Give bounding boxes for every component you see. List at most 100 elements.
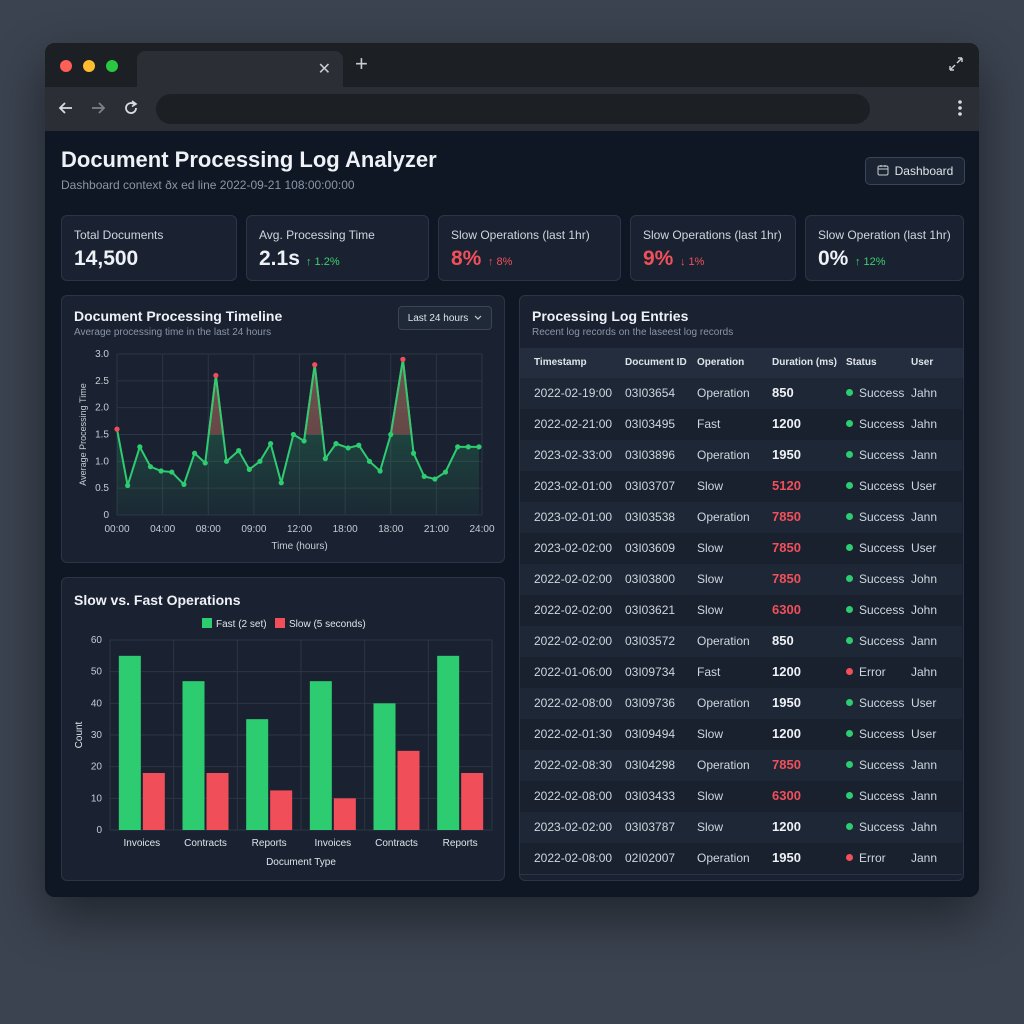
column-header-document-id[interactable]: Document ID (625, 357, 687, 368)
cell-id: 03I03433 (625, 789, 676, 803)
legend-label: Fast (2 set) (216, 619, 267, 630)
x-tick-label: 18:00 (378, 524, 403, 535)
cell-user: Jann (911, 758, 938, 772)
address-bar[interactable] (156, 94, 870, 124)
table-row[interactable]: 2023-02-02:00 03I03787 Slow 1200 Success Jahn (520, 812, 962, 844)
browser-tab[interactable]: ✕ (137, 51, 343, 87)
x-tick-label: 04:00 (150, 524, 175, 535)
status-dot (846, 730, 853, 738)
table-row[interactable]: 2022-02-08:00 02I02007 Operation 1950 Error J… (520, 843, 962, 875)
cell-user: Jann (911, 510, 938, 524)
table-row[interactable]: 2022-02-08:00 03I09736 Operation 1950 Succes… (520, 688, 962, 720)
table-row[interactable]: 2022-02-02:00 03I03800 Slow 7850 Success John (520, 564, 962, 596)
maximize-window-button[interactable] (106, 60, 118, 72)
cell-user: Jahn (911, 665, 938, 679)
cell-op: Operation (697, 448, 750, 462)
time-range-select[interactable]: Last 24 hours (398, 306, 492, 330)
data-point (421, 473, 427, 479)
data-point (278, 480, 284, 486)
kpi-label: Slow Operations (last 1hr) (643, 228, 782, 242)
kebab-menu-icon[interactable] (957, 99, 963, 122)
data-point (290, 431, 297, 438)
cell-id: 03I03621 (625, 603, 676, 617)
status-text: Success (859, 758, 905, 772)
bar (142, 773, 165, 830)
table-row[interactable]: 2023-02-01:00 03I03707 Slow 5120 Success User (520, 471, 962, 503)
kpi-value: 2.1s (259, 247, 300, 270)
cell-dur: 1200 (772, 726, 801, 741)
dashboard-button[interactable]: Dashboard (865, 157, 965, 185)
cell-user: User (911, 479, 937, 493)
cell-user: Jann (911, 448, 938, 462)
data-point (366, 458, 373, 464)
table-row[interactable]: 2023-02-02:00 03I03609 Slow 7850 Success User (520, 533, 962, 565)
status-dot (846, 575, 853, 583)
table-row[interactable]: 2022-02-01:30 03I09494 Slow 1200 Success User (520, 719, 962, 751)
data-point (345, 445, 351, 451)
x-tick-label: 12:00 (287, 524, 312, 535)
status-text: Success (859, 386, 905, 400)
data-point (465, 444, 471, 450)
column-header-duration[interactable]: Duration (ms) (772, 357, 837, 368)
legend-swatch (275, 618, 285, 628)
cell-dur: 1950 (772, 447, 801, 462)
cell-dur: 6300 (772, 788, 801, 803)
cell-dur: 7850 (772, 571, 801, 586)
table-row[interactable]: 2023-02-33:00 03I03896 Operation 1950 Succes… (520, 440, 962, 472)
arrow-left-icon[interactable] (57, 99, 75, 122)
cell-status: Success (846, 479, 904, 493)
cell-status: Success (846, 448, 904, 462)
page-title: Document Processing Log Analyzer (61, 147, 437, 172)
navigation-bar (45, 87, 979, 131)
column-header-operation[interactable]: Operation (697, 357, 745, 368)
table-row[interactable]: 2022-01-06:00 03I09734 Fast 1200 Error Jahn (520, 657, 962, 689)
bar (373, 703, 396, 830)
cell-status: Success (846, 572, 904, 586)
table-row[interactable]: 2022-02-21:00 03I03495 Fast 1200 Success Jahn (520, 409, 962, 441)
expand-icon[interactable] (947, 55, 965, 78)
status-dot (846, 792, 853, 800)
table-row[interactable]: 2022-02-08:00 03I03433 Slow 6300 Success Jann (520, 781, 962, 813)
y-tick-label: 40 (91, 698, 103, 709)
column-header-timestamp[interactable]: Timestamp (534, 357, 587, 368)
cell-dur: 1950 (772, 850, 801, 865)
cell-id: 03I03538 (625, 510, 676, 524)
minimize-window-button[interactable] (83, 60, 95, 72)
dashboard-content: Document Processing Log Analyzer Dashboa… (45, 131, 979, 897)
x-tick-label: 24:00 (469, 524, 494, 535)
y-tick-label: 0 (96, 825, 102, 836)
cell-dur: 7850 (772, 540, 801, 555)
x-tick-label: Contracts (184, 838, 227, 849)
table-row[interactable]: 2022-02-02:00 03I03621 Slow 6300 Success John (520, 595, 962, 627)
close-window-button[interactable] (60, 60, 72, 72)
data-point (125, 482, 131, 489)
table-row[interactable]: 2022-02-19:00 03I03654 Operation 850 Success… (520, 378, 962, 410)
status-dot (846, 761, 853, 769)
reload-icon[interactable] (122, 99, 140, 122)
column-header-status[interactable]: Status (846, 357, 877, 368)
cell-op: Slow (697, 541, 724, 555)
data-point (158, 468, 164, 474)
table-row[interactable]: 2022-02-08:30 03I04298 Operation 7850 Succes… (520, 750, 962, 782)
status-text: Success (859, 696, 905, 710)
kpi-card-total-documents: Total Documents 14,500 (61, 215, 237, 281)
cell-dur: 1950 (772, 695, 801, 710)
cell-dur: 1200 (772, 819, 801, 834)
kpi-value: 9% (643, 247, 674, 270)
y-tick-label: 2.5 (95, 376, 109, 387)
plus-icon[interactable]: + (355, 51, 368, 76)
cell-user: Jann (911, 851, 938, 865)
cell-id: 03I03572 (625, 634, 676, 648)
x-tick-label: 21:00 (424, 524, 449, 535)
table-row[interactable]: 2023-02-01:00 03I03538 Operation 7850 Succes… (520, 502, 962, 534)
log-table-body: 2022-02-19:00 03I03654 Operation 850 Success… (520, 378, 963, 878)
cell-id: 03I09734 (625, 665, 676, 679)
data-point (322, 456, 328, 462)
column-header-user[interactable]: User (911, 357, 934, 368)
arrow-right-icon[interactable] (89, 99, 107, 122)
cell-id: 03I03654 (625, 386, 676, 400)
cell-ts: 2022-02-02:00 (534, 572, 613, 586)
close-icon[interactable]: ✕ (317, 61, 331, 78)
table-row[interactable]: 2022-02-02:00 03I03572 Operation 850 Success… (520, 626, 962, 658)
status-dot (846, 668, 853, 676)
